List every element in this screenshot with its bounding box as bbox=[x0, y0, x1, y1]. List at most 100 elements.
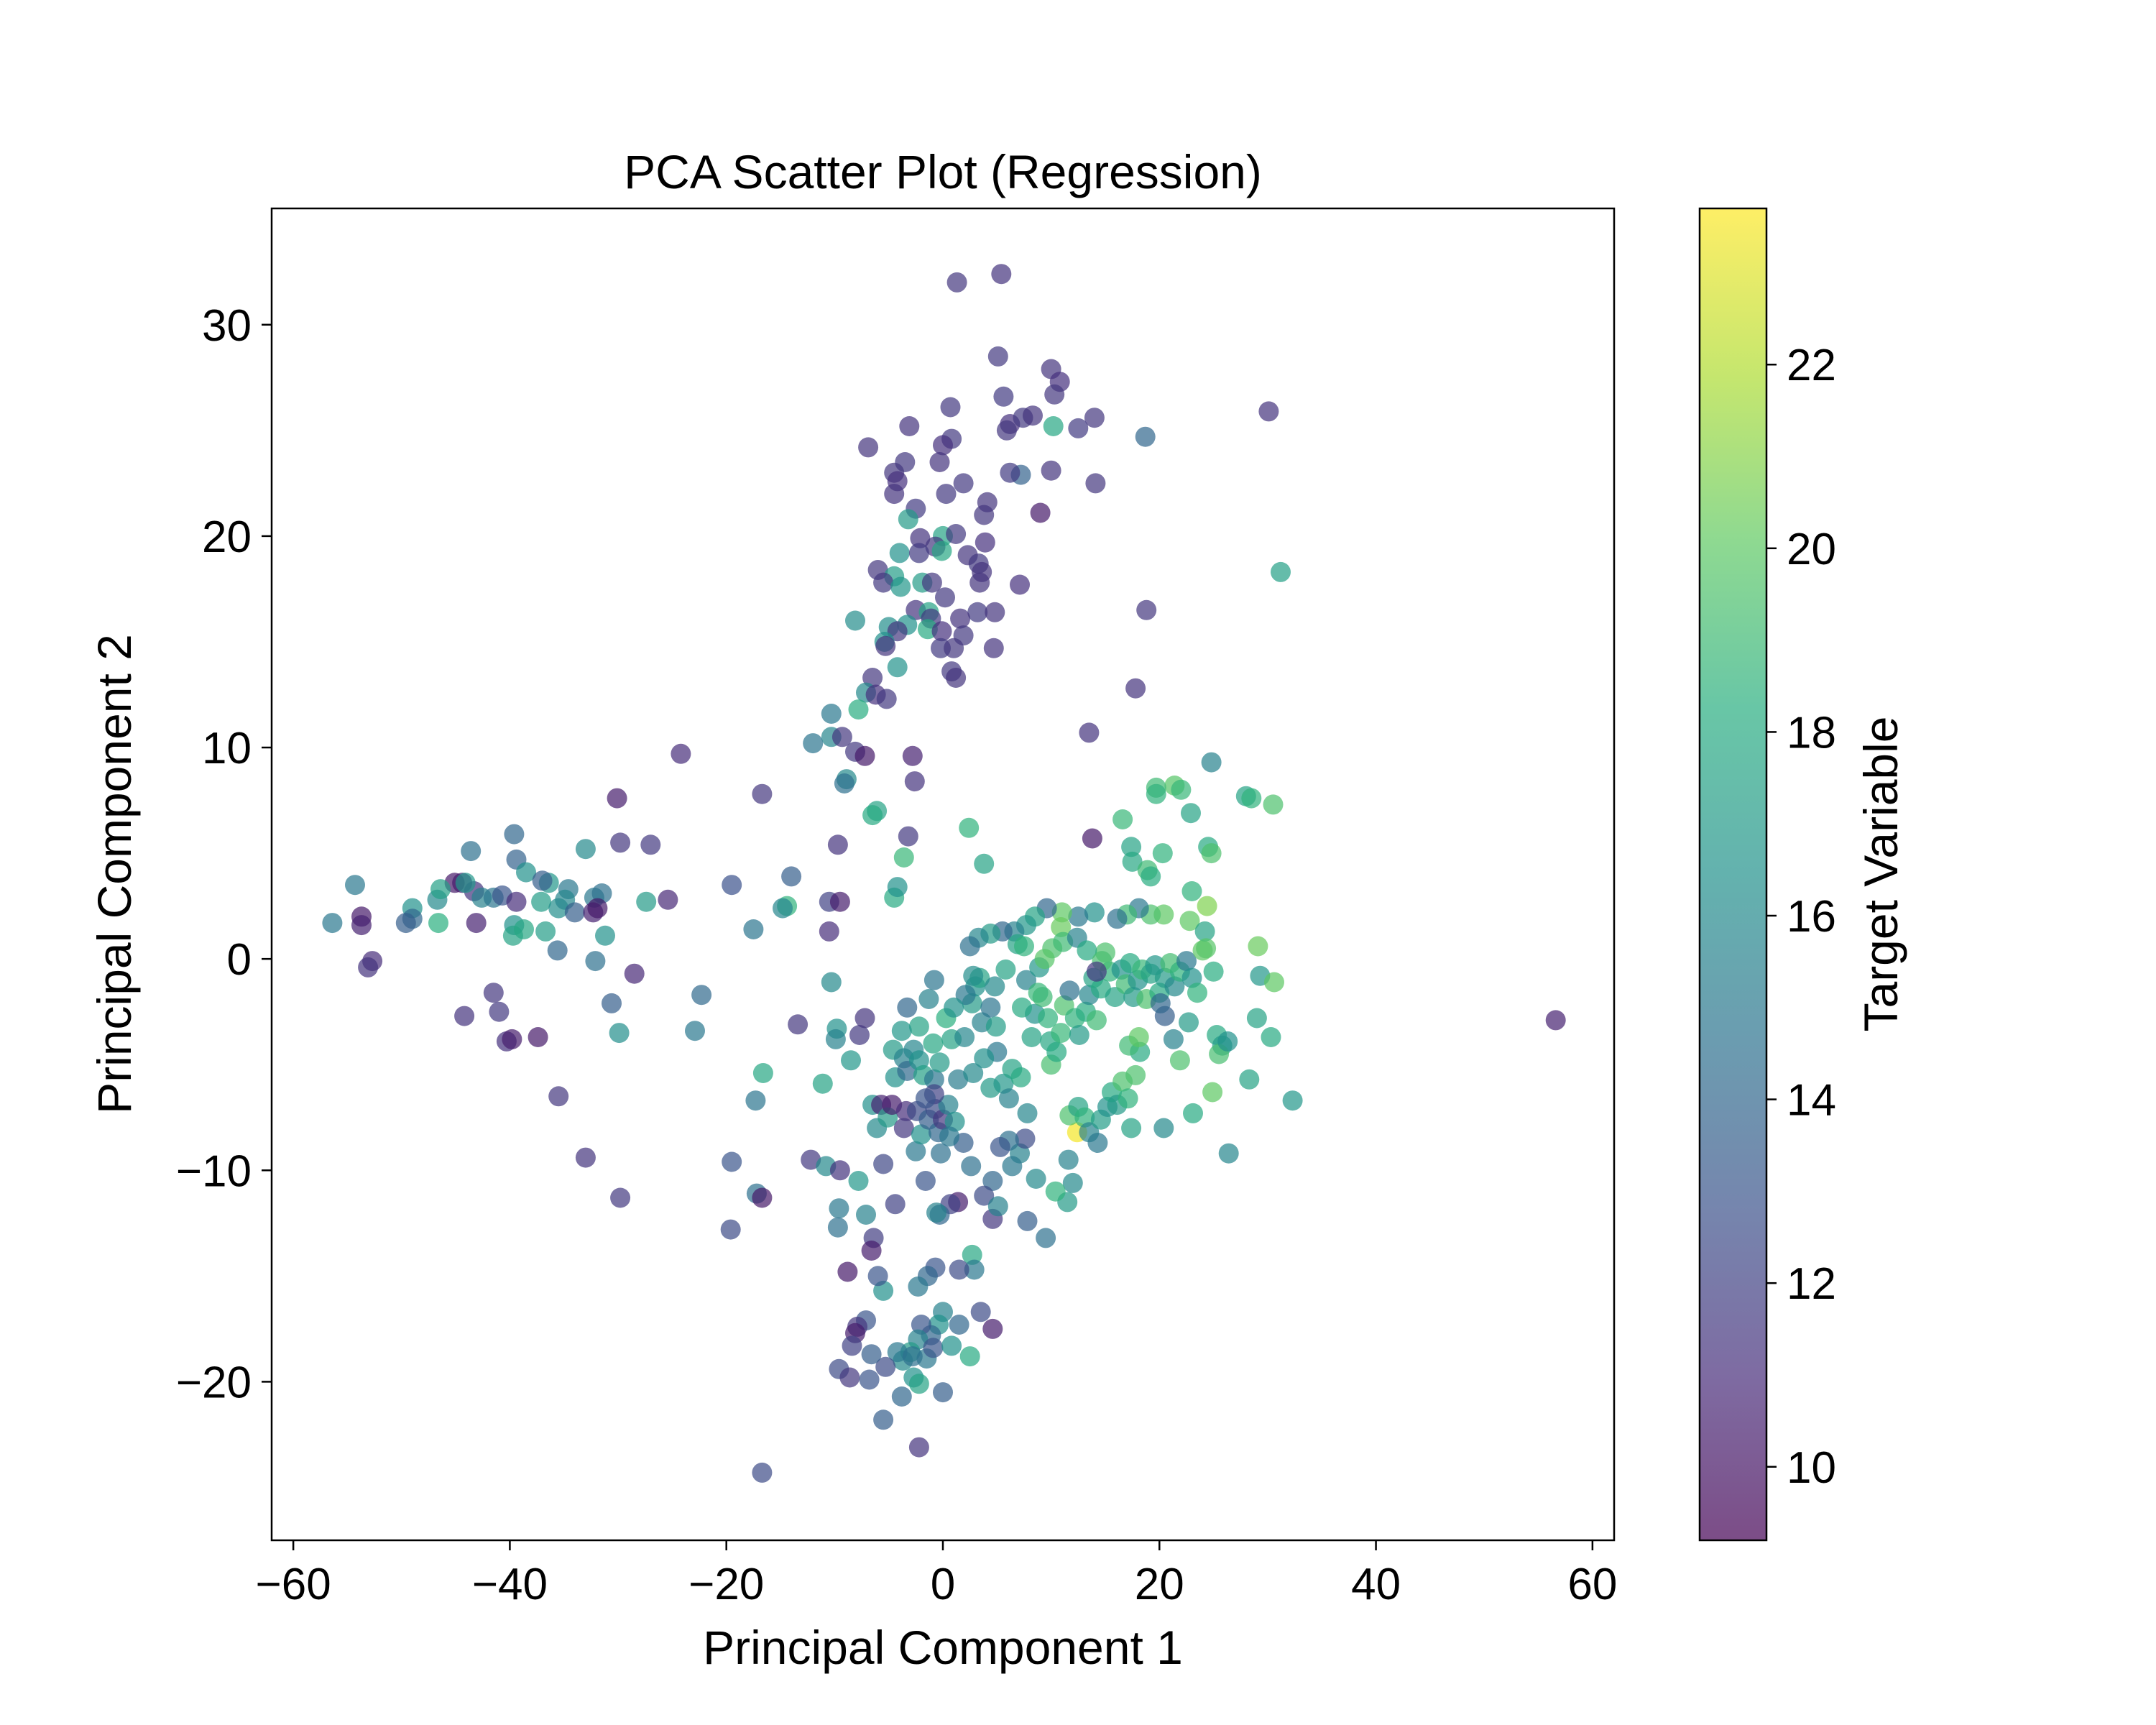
scatter-point-393 bbox=[1015, 1128, 1036, 1149]
scatter-point-88 bbox=[1079, 722, 1100, 743]
scatter-point-325 bbox=[1169, 1050, 1190, 1071]
scatter-point-438 bbox=[861, 1344, 882, 1365]
scatter-point-61 bbox=[1136, 599, 1157, 620]
scatter-point-419 bbox=[926, 1202, 946, 1223]
scatter-point-186 bbox=[454, 1006, 475, 1026]
scatter-point-89 bbox=[803, 733, 824, 754]
scatter-point-206 bbox=[821, 972, 842, 993]
scatter-point-204 bbox=[801, 1149, 821, 1170]
scatter-points bbox=[322, 264, 1566, 1483]
scatter-point-93 bbox=[671, 743, 691, 764]
scatter-point-446 bbox=[873, 1409, 894, 1430]
colorbar-tick-label: 20 bbox=[1787, 525, 1836, 574]
scatter-point-425 bbox=[908, 1276, 929, 1297]
scatter-point-360 bbox=[1034, 949, 1055, 970]
scatter-point-189 bbox=[685, 1021, 705, 1041]
scatter-point-261 bbox=[963, 1063, 984, 1083]
scatter-point-72 bbox=[875, 635, 896, 656]
colorbar-axis: 10 12 14 16 18 20 22 bbox=[1766, 341, 1836, 1493]
scatter-point-339 bbox=[1107, 908, 1128, 929]
scatter-point-383 bbox=[1128, 1027, 1149, 1047]
scatter-point-257 bbox=[980, 997, 1001, 1018]
scatter-point-400 bbox=[987, 1196, 1008, 1217]
scatter-point-364 bbox=[955, 985, 976, 1006]
scatter-point-75 bbox=[983, 638, 1004, 658]
scatter-point-169 bbox=[585, 951, 606, 972]
scatter-point-36 bbox=[898, 509, 918, 530]
scatter-point-268 bbox=[1021, 1027, 1042, 1047]
scatter-point-193 bbox=[548, 1086, 569, 1107]
scatter-point-51 bbox=[969, 572, 990, 593]
scatter-point-168 bbox=[595, 925, 615, 946]
scatter-point-398 bbox=[974, 1185, 995, 1206]
scatter-point-211 bbox=[829, 1198, 849, 1219]
scatter-point-117 bbox=[461, 841, 482, 862]
scatter-point-219 bbox=[861, 1241, 882, 1261]
scatter-point-396 bbox=[1002, 1156, 1023, 1177]
y-axis-label: Principal Component 2 bbox=[88, 634, 141, 1114]
scatter-point-97 bbox=[904, 771, 925, 792]
scatter-point-85 bbox=[821, 704, 842, 724]
scatter-point-258 bbox=[985, 1016, 1006, 1037]
scatter-point-132 bbox=[532, 870, 553, 891]
scatter-point-391 bbox=[1017, 1210, 1038, 1231]
y-tick-label: −10 bbox=[176, 1146, 252, 1196]
scatter-point-201 bbox=[720, 1219, 741, 1240]
scatter-point-126 bbox=[1122, 851, 1143, 872]
scatter-point-12 bbox=[1084, 408, 1105, 428]
y-tick-label: 0 bbox=[227, 935, 252, 985]
scatter-point-182 bbox=[624, 963, 645, 984]
scatter-point-444 bbox=[839, 1367, 860, 1388]
scatter-point-105 bbox=[1241, 788, 1262, 809]
scatter-point-109 bbox=[1181, 803, 1201, 824]
scatter-point-195 bbox=[610, 1187, 631, 1208]
scatter-point-249 bbox=[929, 1052, 950, 1073]
scatter-point-362 bbox=[995, 959, 1016, 980]
scatter-point-100 bbox=[1171, 779, 1192, 800]
scatter-point-62 bbox=[845, 610, 865, 631]
scatter-point-192 bbox=[528, 1027, 548, 1047]
scatter-point-171 bbox=[358, 957, 379, 978]
scatter-point-340 bbox=[1084, 902, 1105, 923]
scatter-point-150 bbox=[658, 889, 678, 910]
scatter-point-179 bbox=[887, 877, 908, 898]
scatter-point-108 bbox=[862, 805, 883, 826]
scatter-point-87 bbox=[831, 727, 852, 748]
scatter-point-380 bbox=[1125, 1064, 1146, 1085]
scatter-point-255 bbox=[963, 965, 984, 986]
scatter-point-327 bbox=[1163, 1029, 1184, 1049]
scatter-point-214 bbox=[849, 1025, 870, 1045]
scatter-point-427 bbox=[982, 1318, 1003, 1339]
scatter-point-125 bbox=[974, 853, 995, 874]
x-tick-label: 0 bbox=[931, 1560, 955, 1609]
scatter-point-196 bbox=[745, 1090, 766, 1111]
scatter-point-442 bbox=[842, 1335, 862, 1356]
scatter-point-428 bbox=[949, 1315, 969, 1335]
scatter-point-421 bbox=[964, 1259, 985, 1280]
x-tick-label: 60 bbox=[1567, 1560, 1617, 1609]
scatter-point-228 bbox=[873, 1154, 894, 1174]
scatter-point-420 bbox=[962, 1244, 982, 1265]
scatter-point-203 bbox=[788, 1014, 808, 1035]
scatter-point-103 bbox=[607, 788, 627, 809]
scatter-point-181 bbox=[819, 921, 839, 942]
scatter-point-80 bbox=[1125, 678, 1146, 699]
scatter-point-212 bbox=[827, 1217, 848, 1238]
scatter-point-274 bbox=[1038, 1008, 1059, 1029]
scatter-point-197 bbox=[752, 1063, 773, 1083]
scatter-point-167 bbox=[547, 940, 568, 961]
scatter-point-397 bbox=[982, 1171, 1003, 1191]
scatter-point-333 bbox=[1194, 921, 1215, 942]
scatter-point-175 bbox=[773, 898, 793, 919]
colorbar-tick-label: 14 bbox=[1787, 1076, 1836, 1126]
scatter-point-50 bbox=[873, 572, 894, 593]
scatter-point-243 bbox=[891, 1021, 912, 1041]
scatter-point-113 bbox=[827, 834, 848, 855]
scatter-point-78 bbox=[946, 668, 967, 688]
scatter-point-405 bbox=[915, 1171, 936, 1191]
scatter-point-15 bbox=[899, 416, 920, 436]
scatter-point-11 bbox=[1023, 405, 1043, 426]
scatter-point-60 bbox=[985, 602, 1005, 622]
scatter-point-114 bbox=[610, 832, 631, 853]
scatter-point-324 bbox=[1183, 1103, 1203, 1123]
